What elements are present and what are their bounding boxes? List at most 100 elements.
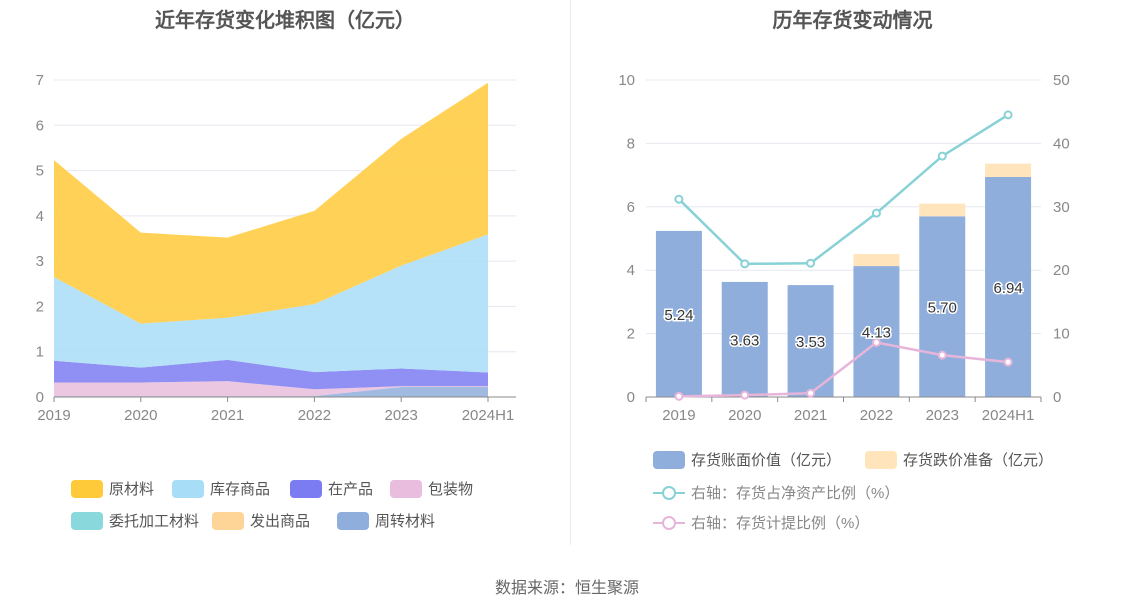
line-net-asset-ratio[interactable] bbox=[678, 113, 1009, 266]
bar-value-label: 6.94 bbox=[993, 280, 1022, 297]
legend-swatch bbox=[212, 511, 244, 530]
point-provision-ratio[interactable] bbox=[740, 390, 750, 400]
legend-label: 包装物 bbox=[428, 481, 474, 498]
bar-book-value[interactable] bbox=[919, 216, 966, 397]
right-y2-tick-label: 50 bbox=[1053, 72, 1070, 89]
bar-provision[interactable] bbox=[919, 203, 966, 217]
point-provision-ratio[interactable] bbox=[1003, 357, 1013, 367]
left-y-tick-label: 0 bbox=[36, 389, 44, 406]
left-y-tick-label: 4 bbox=[36, 208, 44, 225]
data-source-footer: 数据来源：恒生聚源 bbox=[494, 580, 639, 597]
point-net-asset-ratio[interactable] bbox=[937, 151, 947, 161]
left-y-tick-label: 3 bbox=[36, 253, 44, 270]
legend-label: 委托加工材料 bbox=[109, 513, 200, 530]
legend-item-右轴：存货占净资产比例（%）[interactable]: 右轴：存货占净资产比例（%） bbox=[653, 482, 899, 503]
right-y-tick-label: 2 bbox=[627, 326, 635, 343]
point-provision-ratio[interactable] bbox=[871, 337, 881, 347]
legend-swatch bbox=[71, 511, 103, 530]
legend-item-右轴：存货计提比例（%）[interactable]: 右轴：存货计提比例（%） bbox=[653, 512, 869, 533]
bar-line-chart: 0 2 4 6 8 10 0 10 20 30 40 50 2019 2020 2021 2022 2023 20… bbox=[618, 72, 1070, 424]
left-legend: 原材料 库存商品 在产品 包装物委托加工材料 发出商品 周转材料 bbox=[0, 478, 570, 538]
right-x-tick-label: 2024H1 bbox=[982, 407, 1035, 424]
right-y-tick-label: 4 bbox=[627, 262, 635, 279]
legend-swatch bbox=[290, 479, 322, 498]
point-provision-ratio[interactable] bbox=[806, 388, 816, 398]
point-net-asset-ratio[interactable] bbox=[740, 259, 750, 269]
legend-swatch bbox=[390, 479, 422, 498]
bar-line-panel: 历年存货变动情况 0 2 4 6 8 10 0 10 20 30 40 50 2019 2020 2021 2… bbox=[571, 0, 1134, 545]
legend-swatch bbox=[653, 450, 685, 469]
legend-label: 存货账面价值（亿元） bbox=[691, 452, 842, 469]
left-x-tick-label: 2022 bbox=[298, 407, 331, 424]
left-x-tick-label: 2024H1 bbox=[462, 407, 515, 424]
legend-swatch bbox=[71, 479, 103, 498]
legend-item-周转材料[interactable]: 周转材料 bbox=[337, 510, 435, 531]
area-series-原材料[interactable] bbox=[54, 82, 488, 324]
legend-label: 周转材料 bbox=[375, 513, 436, 530]
right-y2-tick-label: 30 bbox=[1053, 199, 1070, 216]
point-provision-ratio[interactable] bbox=[674, 391, 684, 401]
point-provision-ratio[interactable] bbox=[937, 350, 947, 360]
right-x-tick-label: 2021 bbox=[794, 407, 827, 424]
legend-item-发出商品[interactable]: 发出商品 bbox=[212, 510, 310, 531]
left-x-tick-label: 2023 bbox=[385, 407, 418, 424]
point-net-asset-ratio[interactable] bbox=[806, 258, 816, 268]
left-x-tick-label: 2019 bbox=[37, 407, 70, 424]
area-series-库存商品[interactable] bbox=[54, 234, 488, 373]
right-y-tick-label: 6 bbox=[627, 199, 635, 216]
legend-line-marker-icon bbox=[653, 484, 685, 502]
point-net-asset-ratio[interactable] bbox=[674, 194, 684, 204]
bar-provision[interactable] bbox=[853, 254, 900, 267]
right-y2-tick-label: 0 bbox=[1053, 389, 1061, 406]
legend-label: 右轴：存货占净资产比例（%） bbox=[691, 485, 900, 502]
left-y-tick-label: 2 bbox=[36, 298, 44, 315]
area-series-在产品[interactable] bbox=[54, 359, 488, 390]
left-y-tick-label: 1 bbox=[36, 344, 44, 361]
legend-label: 原材料 bbox=[109, 481, 155, 498]
left-x-tick-label: 2021 bbox=[211, 407, 244, 424]
legend-swatch bbox=[172, 479, 204, 498]
area-series-包装物[interactable] bbox=[54, 381, 488, 397]
left-y-tick-label: 6 bbox=[36, 117, 44, 134]
right-x-tick-label: 2020 bbox=[728, 407, 761, 424]
panel-divider bbox=[570, 0, 571, 545]
area-series-周转材料[interactable] bbox=[54, 387, 488, 397]
bar-value-label: 4.13 bbox=[862, 325, 891, 342]
bar-value-label: 3.53 bbox=[796, 334, 825, 351]
stacked-area-chart: 0 1 2 3 4 5 6 7 2019 2020 2021 2022 2023 2024H1 bbox=[36, 72, 516, 424]
legend-item-委托加工材料[interactable]: 委托加工材料 bbox=[71, 510, 199, 531]
stacked-area-panel: 近年存货变化堆积图（亿元） 0 1 2 3 4 5 6 7 2019 2020 2021 2022 20… bbox=[0, 0, 570, 545]
right-chart-title: 历年存货变动情况 bbox=[772, 10, 933, 32]
legend-swatch bbox=[337, 511, 369, 530]
right-x-tick-label: 2023 bbox=[926, 407, 959, 424]
point-net-asset-ratio[interactable] bbox=[871, 208, 881, 218]
point-net-asset-ratio[interactable] bbox=[1003, 110, 1013, 120]
left-chart-title: 近年存货变化堆积图（亿元） bbox=[155, 10, 415, 32]
bar-value-label: 5.70 bbox=[928, 300, 957, 317]
legend-item-包装物[interactable]: 包装物 bbox=[390, 478, 473, 499]
bar-book-value[interactable] bbox=[853, 266, 900, 397]
bar-provision[interactable] bbox=[985, 163, 1032, 178]
legend-line-marker-icon bbox=[653, 514, 685, 532]
right-y-tick-label: 0 bbox=[627, 389, 635, 406]
right-x-tick-label: 2019 bbox=[662, 407, 695, 424]
right-y-tick-label: 10 bbox=[618, 72, 635, 89]
bar-value-label: 3.63 bbox=[730, 332, 759, 349]
legend-item-存货账面价值（亿元）[interactable]: 存货账面价值（亿元） bbox=[653, 449, 841, 470]
legend-item-原材料[interactable]: 原材料 bbox=[71, 478, 154, 499]
bar-value-label: 5.24 bbox=[664, 307, 693, 324]
bar-book-value[interactable] bbox=[655, 230, 702, 397]
legend-item-在产品[interactable]: 在产品 bbox=[290, 478, 373, 499]
right-y2-tick-label: 40 bbox=[1053, 135, 1070, 152]
line-provision-ratio[interactable] bbox=[678, 341, 1009, 398]
right-legend: 存货账面价值（亿元） 存货跌价准备（亿元） 右轴：存货占净资产比例（%） 右轴：存货计… bbox=[571, 447, 1134, 537]
bar-book-value[interactable] bbox=[721, 281, 768, 397]
legend-label: 右轴：存货计提比例（%） bbox=[691, 515, 870, 532]
legend-label: 存货跌价准备（亿元） bbox=[903, 452, 1054, 469]
left-y-tick-label: 7 bbox=[36, 72, 44, 89]
legend-swatch bbox=[865, 450, 897, 469]
bar-book-value[interactable] bbox=[787, 285, 834, 397]
legend-item-库存商品[interactable]: 库存商品 bbox=[172, 478, 270, 499]
legend-label: 在产品 bbox=[328, 481, 374, 498]
legend-item-存货跌价准备（亿元）[interactable]: 存货跌价准备（亿元） bbox=[865, 449, 1053, 470]
